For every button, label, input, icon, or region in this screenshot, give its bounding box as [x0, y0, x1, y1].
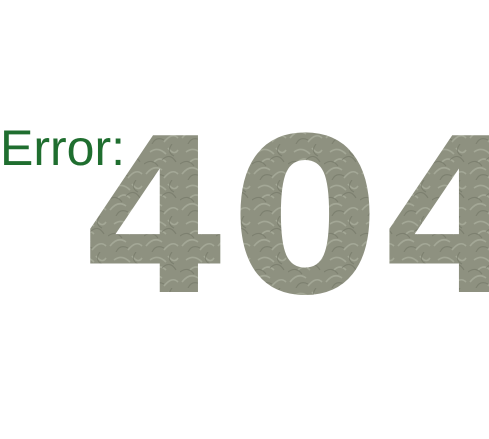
error-code-text: 404 [81, 92, 489, 343]
error-label: Error: [0, 120, 125, 176]
